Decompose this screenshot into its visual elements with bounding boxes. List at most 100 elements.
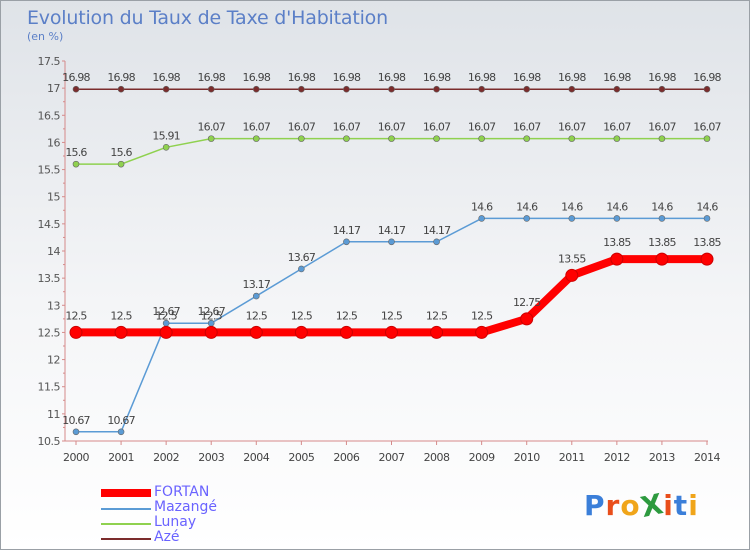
x-tick-label: 2013 [649, 451, 675, 464]
y-tick-label: 13.5 [38, 272, 61, 285]
data-label-lunay: 15.6 [110, 146, 132, 159]
logo-letter: X [637, 487, 667, 524]
data-label-mazange: 14.6 [606, 200, 628, 213]
data-label-mazange: 12.67 [152, 305, 180, 318]
data-label-aze: 16.98 [197, 71, 225, 84]
data-label-fortan: 12.5 [381, 309, 403, 322]
data-label-fortan: 12.75 [513, 296, 541, 309]
data-point-mazange [568, 215, 576, 222]
data-label-mazange: 14.6 [561, 200, 583, 213]
chart-subtitle: (en %) [27, 30, 64, 43]
x-tick-label: 2001 [108, 451, 134, 464]
data-label-lunay: 16.07 [693, 121, 721, 134]
data-label-fortan: 12.5 [291, 309, 313, 322]
logo-letter: i [688, 489, 699, 522]
x-tick-label: 2012 [604, 451, 630, 464]
y-tick-label: 15 [47, 191, 60, 204]
data-point-mazange [298, 265, 305, 273]
data-point-lunay [117, 160, 125, 168]
y-tick-label: 10.5 [38, 435, 61, 448]
data-label-mazange: 12.67 [197, 305, 225, 318]
data-point-lunay [343, 135, 350, 142]
data-point-fortan [655, 252, 669, 266]
data-point-aze [613, 85, 621, 93]
chart-legend: FORTAN Mazangé Lunay Azé [101, 485, 261, 545]
data-point-fortan [204, 325, 218, 339]
data-point-mazange [613, 215, 621, 222]
data-label-aze: 16.98 [558, 71, 586, 84]
legend-item-fortan: FORTAN [101, 485, 261, 500]
y-tick-label: 12 [47, 354, 60, 367]
data-label-mazange: 14.6 [651, 200, 673, 213]
y-tick-label: 16 [47, 136, 60, 149]
data-label-fortan: 12.5 [110, 309, 132, 322]
x-tick-label: 2007 [379, 451, 405, 464]
data-point-aze [343, 85, 350, 93]
data-point-mazange [117, 428, 125, 436]
data-label-aze: 16.98 [333, 71, 361, 84]
data-point-aze [658, 85, 666, 93]
y-tick-label: 11.5 [38, 381, 61, 394]
chart-title: Evolution du Taux de Taxe d'Habitation [27, 7, 388, 29]
data-label-fortan: 13.55 [558, 252, 586, 265]
data-point-aze [388, 85, 395, 93]
y-tick-label: 14.5 [38, 218, 61, 231]
data-point-fortan [69, 325, 83, 339]
data-label-aze: 16.98 [378, 71, 406, 84]
series-line-lunay [75, 137, 708, 165]
data-label-mazange: 14.6 [516, 200, 538, 213]
logo-letter: P [584, 489, 606, 522]
data-label-lunay: 16.07 [378, 121, 406, 134]
legend-label-aze: Azé [154, 529, 180, 545]
data-label-fortan: 12.5 [336, 309, 358, 322]
data-point-aze [478, 85, 485, 93]
data-point-lunay [72, 160, 80, 168]
data-label-mazange: 10.67 [107, 414, 135, 427]
data-point-lunay [613, 135, 621, 142]
y-tick-label: 13 [47, 299, 60, 312]
data-point-lunay [478, 135, 485, 142]
x-tick-label: 2004 [243, 451, 269, 464]
data-point-mazange [343, 238, 350, 246]
logo-letter: t [673, 489, 689, 522]
data-label-aze: 16.98 [288, 71, 316, 84]
data-point-fortan [430, 325, 444, 339]
data-label-fortan: 12.5 [471, 309, 493, 322]
data-label-lunay: 15.6 [65, 146, 87, 159]
data-point-mazange [478, 215, 485, 222]
data-label-lunay: 16.07 [423, 121, 451, 134]
data-label-aze: 16.98 [423, 71, 451, 84]
x-tick-label: 2008 [424, 451, 450, 464]
x-tick-label: 2002 [153, 451, 179, 464]
data-point-fortan [159, 325, 173, 339]
x-tick-label: 2010 [514, 451, 540, 464]
data-point-lunay [298, 135, 305, 142]
data-point-aze [252, 85, 260, 93]
legend-item-lunay: Lunay [101, 515, 261, 530]
data-point-aze [433, 85, 440, 93]
data-label-lunay: 16.07 [197, 121, 225, 134]
logo-letter: r [605, 489, 621, 522]
data-label-aze: 16.98 [513, 71, 541, 84]
logo-letter: o [620, 489, 641, 522]
data-label-fortan: 13.85 [603, 236, 631, 249]
legend-label-fortan: FORTAN [154, 484, 210, 500]
data-label-lunay: 16.07 [513, 121, 541, 134]
data-point-lunay [568, 135, 576, 142]
series-line-mazange [75, 217, 708, 433]
legend-swatch-lunay [101, 523, 151, 525]
y-tick-label: 11 [47, 408, 60, 421]
data-point-fortan [475, 325, 489, 339]
data-point-fortan [700, 252, 714, 266]
data-point-fortan [339, 325, 353, 339]
y-tick-label: 14 [47, 245, 60, 258]
y-tick-label: 17 [47, 82, 60, 95]
legend-item-aze: Azé [101, 530, 261, 545]
data-label-lunay: 16.07 [648, 121, 676, 134]
x-tick-label: 2005 [288, 451, 314, 464]
data-label-mazange: 10.67 [62, 414, 90, 427]
data-point-mazange [703, 215, 711, 222]
data-label-fortan: 13.85 [693, 236, 721, 249]
data-label-mazange: 14.6 [696, 200, 718, 213]
